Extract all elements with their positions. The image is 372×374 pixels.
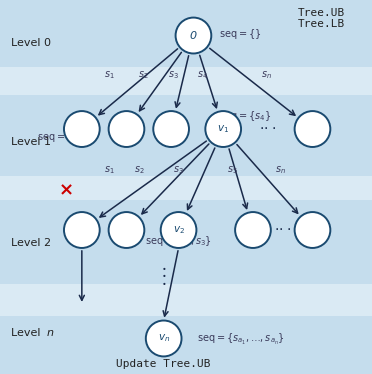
Text: $\bullet$: $\bullet$ [161,270,166,279]
Text: $n$: $n$ [46,328,55,338]
Text: $\mathbf{\times}$: $\mathbf{\times}$ [58,182,73,200]
Circle shape [161,212,196,248]
Text: $\mathrm{seq} = \{\}$: $\mathrm{seq} = \{\}$ [219,27,262,41]
Text: $s_{4}$: $s_{4}$ [197,69,208,81]
Text: $\bullet$: $\bullet$ [161,263,166,272]
Text: Update Tree.UB: Update Tree.UB [116,359,211,368]
FancyBboxPatch shape [0,200,372,284]
FancyBboxPatch shape [0,316,372,374]
Text: $\cdot\!\cdot\!\cdot$: $\cdot\!\cdot\!\cdot$ [259,120,276,134]
Text: $\mathrm{seq} = \{s_4, s_3\}$: $\mathrm{seq} = \{s_4, s_3\}$ [145,234,212,248]
Text: Tree.LB: Tree.LB [298,19,345,29]
Text: $v_{2}$: $v_{2}$ [173,224,185,236]
Text: Level 0: Level 0 [11,38,51,48]
Text: 0: 0 [190,31,197,40]
Text: $\mathrm{seq} = \{s_4\}$: $\mathrm{seq} = \{s_4\}$ [219,109,272,123]
Text: Tree.UB: Tree.UB [298,8,345,18]
Circle shape [295,111,330,147]
Circle shape [109,111,144,147]
Text: $s_{3}$: $s_{3}$ [173,164,184,176]
Circle shape [295,212,330,248]
Text: $s_{n}$: $s_{n}$ [260,69,272,81]
Text: $s_{1}$: $s_{1}$ [105,164,115,176]
Text: $s_{5}$: $s_{5}$ [227,164,238,176]
FancyBboxPatch shape [0,95,372,176]
Text: Level: Level [11,328,44,338]
FancyBboxPatch shape [0,0,372,67]
Circle shape [146,321,182,356]
Text: $s_{n}$: $s_{n}$ [275,164,286,176]
Text: $\mathrm{seq} = \{s_{a_1}, \ldots, s_{a_n}\}$: $\mathrm{seq} = \{s_{a_1}, \ldots, s_{a_… [197,332,285,347]
Circle shape [235,212,271,248]
Circle shape [64,111,100,147]
Text: $s_{2}$: $s_{2}$ [138,69,148,81]
Text: $s_{3}$: $s_{3}$ [167,69,179,81]
Text: $\bullet$: $\bullet$ [161,278,166,287]
Text: Level 2: Level 2 [11,238,51,248]
Text: $\mathrm{seq} = \{s_1\}$: $\mathrm{seq} = \{s_1\}$ [37,129,89,144]
Circle shape [153,111,189,147]
Text: $s_{2}$: $s_{2}$ [134,164,145,176]
Circle shape [109,212,144,248]
Text: $\cdot\!\cdot\!\cdot$: $\cdot\!\cdot\!\cdot$ [274,221,291,235]
Text: $v_{1}$: $v_{1}$ [217,123,229,135]
Circle shape [205,111,241,147]
Text: Level 1: Level 1 [11,137,51,147]
Circle shape [64,212,100,248]
Text: $v_{n}$: $v_{n}$ [158,332,170,344]
Circle shape [176,18,211,53]
Text: $s_{1}$: $s_{1}$ [105,69,115,81]
